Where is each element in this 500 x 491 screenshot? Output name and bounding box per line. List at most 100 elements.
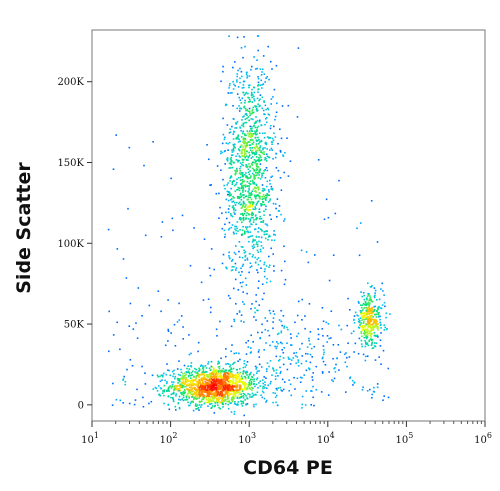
data-point xyxy=(265,142,268,144)
data-point xyxy=(257,139,259,142)
data-point xyxy=(250,175,252,177)
data-point xyxy=(265,143,268,146)
data-point xyxy=(237,397,239,399)
data-point xyxy=(215,376,218,379)
data-point xyxy=(228,193,231,196)
data-point xyxy=(184,380,187,382)
data-point xyxy=(191,393,194,395)
data-point xyxy=(182,396,185,399)
data-point xyxy=(257,186,260,188)
data-point xyxy=(265,377,267,379)
data-point xyxy=(229,180,231,182)
data-point xyxy=(255,236,258,238)
data-point xyxy=(268,365,270,368)
data-point xyxy=(256,241,258,243)
data-point xyxy=(178,406,181,409)
data-point xyxy=(220,378,223,381)
data-point xyxy=(244,375,246,378)
data-point xyxy=(224,388,227,391)
data-point xyxy=(244,230,246,233)
data-point xyxy=(364,359,367,362)
data-point xyxy=(198,392,201,395)
data-point xyxy=(276,394,278,397)
data-point xyxy=(264,147,266,149)
data-point xyxy=(131,365,134,367)
data-point xyxy=(237,230,239,232)
data-point xyxy=(382,290,384,292)
data-point xyxy=(209,403,211,405)
data-point xyxy=(220,372,223,374)
data-point xyxy=(232,105,234,107)
data-point xyxy=(245,204,247,206)
data-point xyxy=(253,405,255,408)
data-point xyxy=(264,387,266,389)
data-point xyxy=(228,394,230,397)
data-point xyxy=(239,201,241,204)
data-point xyxy=(189,264,192,267)
data-point xyxy=(239,67,241,70)
data-point xyxy=(209,388,212,391)
data-point xyxy=(247,96,249,99)
data-point xyxy=(122,379,124,381)
data-point xyxy=(242,216,245,219)
data-point xyxy=(276,389,278,391)
data-point xyxy=(229,383,232,386)
data-point xyxy=(207,379,209,382)
data-point xyxy=(269,264,271,267)
data-point xyxy=(295,362,297,365)
data-point xyxy=(380,327,382,329)
data-point xyxy=(233,374,236,377)
data-point xyxy=(200,382,202,385)
data-point xyxy=(218,399,220,401)
data-point xyxy=(202,398,205,400)
data-point xyxy=(223,376,225,379)
data-point xyxy=(238,105,240,107)
data-point xyxy=(288,358,291,360)
data-point xyxy=(233,392,236,394)
data-point xyxy=(284,260,286,263)
data-point xyxy=(216,394,219,396)
data-point xyxy=(256,129,258,132)
data-point xyxy=(312,385,314,388)
data-point xyxy=(208,394,211,396)
data-point xyxy=(258,154,261,156)
data-point xyxy=(260,267,262,269)
data-point xyxy=(186,367,188,370)
data-point xyxy=(230,350,232,353)
data-point xyxy=(246,175,249,178)
data-point xyxy=(196,404,199,406)
data-point xyxy=(358,321,361,324)
data-point xyxy=(262,153,265,155)
data-point xyxy=(213,392,215,395)
data-point xyxy=(176,385,178,387)
data-point xyxy=(174,386,177,389)
data-point xyxy=(203,376,205,378)
data-point xyxy=(263,113,265,115)
data-point xyxy=(197,350,199,353)
data-point xyxy=(264,197,267,200)
data-point xyxy=(195,395,197,398)
data-point xyxy=(235,232,238,235)
data-point xyxy=(160,387,163,390)
data-point xyxy=(246,165,249,168)
data-point xyxy=(204,387,207,390)
data-point xyxy=(235,404,238,406)
data-point xyxy=(293,376,295,379)
data-point xyxy=(371,284,373,287)
data-point xyxy=(257,136,259,139)
data-point xyxy=(229,385,232,388)
data-point xyxy=(224,387,226,389)
data-point xyxy=(243,212,246,215)
data-point xyxy=(289,160,292,162)
data-point xyxy=(187,389,189,391)
data-point xyxy=(182,394,185,396)
data-point xyxy=(251,134,254,136)
data-point xyxy=(375,323,378,326)
data-point xyxy=(221,369,224,372)
data-point xyxy=(268,309,271,312)
data-point xyxy=(228,372,230,375)
data-point xyxy=(376,327,379,329)
data-point xyxy=(246,226,249,228)
data-point xyxy=(266,368,268,370)
data-point xyxy=(249,379,251,382)
